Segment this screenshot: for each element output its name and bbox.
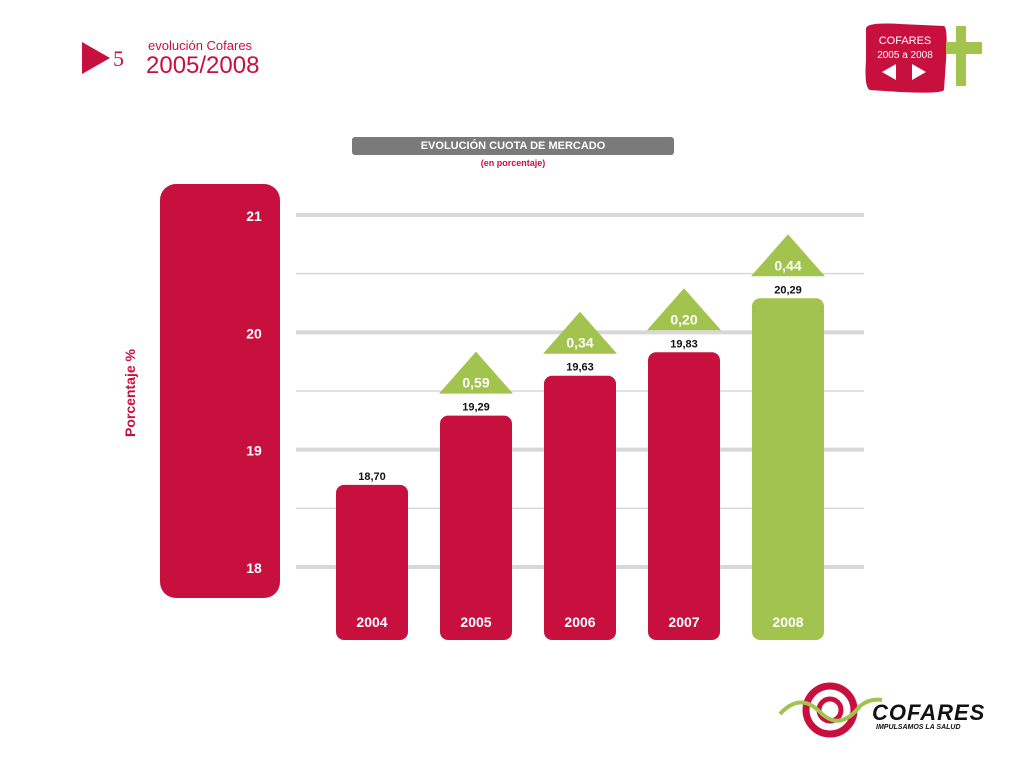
chart-title: EVOLUCIÓN CUOTA DE MERCADO: [352, 137, 674, 155]
value-label-2008: 20,29: [774, 284, 802, 296]
category-label-2007: 2007: [668, 614, 699, 630]
arrow-left-icon: [882, 64, 896, 80]
y-tick-label: 20: [246, 325, 262, 341]
category-label-2008: 2008: [772, 614, 803, 630]
bar-2007: [648, 352, 720, 640]
category-label-2004: 2004: [356, 614, 387, 630]
badge-line1: COFARES: [879, 35, 932, 47]
category-label-2005: 2005: [460, 614, 491, 630]
section-number-icon: 5: [82, 42, 124, 74]
section-number: 5: [113, 46, 124, 71]
increment-label-2005: 0,59: [462, 375, 489, 391]
y-tick-label: 18: [246, 560, 262, 576]
cofares-logo-icon: [778, 682, 883, 738]
increment-label-2008: 0,44: [774, 257, 801, 273]
increment-label-2007: 0,20: [670, 311, 697, 327]
y-tick-label: 21: [246, 208, 262, 224]
increment-label-2006: 0,34: [566, 335, 593, 351]
increment-triangle-2006: [543, 311, 617, 354]
header-years: 2005/2008: [146, 52, 260, 79]
value-label-2007: 19,83: [670, 338, 698, 350]
bar-2004: [336, 484, 408, 640]
increment-triangle-2005: [439, 351, 513, 394]
value-label-2004: 18,70: [358, 471, 386, 483]
arrow-right-icon: [912, 64, 926, 80]
bar-2008: [752, 298, 824, 640]
value-label-2005: 19,29: [462, 402, 490, 414]
footer-tagline: IMPULSAMOS LA SALUD: [876, 724, 961, 731]
cofares-2005-2008-badge: COFARES 2005 a 2008: [865, 23, 982, 93]
header-subtitle: evolución Cofares: [148, 38, 253, 53]
category-label-2006: 2006: [564, 614, 595, 630]
bar-2005: [440, 415, 512, 640]
y-tick-label: 19: [246, 443, 262, 459]
badge-line2: 2005 a 2008: [877, 50, 933, 61]
increment-triangle-2007: [647, 288, 721, 331]
y-axis-panel: [160, 184, 280, 598]
footer-brand: COFARES: [872, 700, 986, 725]
value-label-2006: 19,63: [566, 362, 594, 374]
increment-triangle-2008: [751, 234, 825, 277]
chart-subtitle: (en porcentaje): [480, 158, 546, 168]
bar-2006: [544, 375, 616, 640]
